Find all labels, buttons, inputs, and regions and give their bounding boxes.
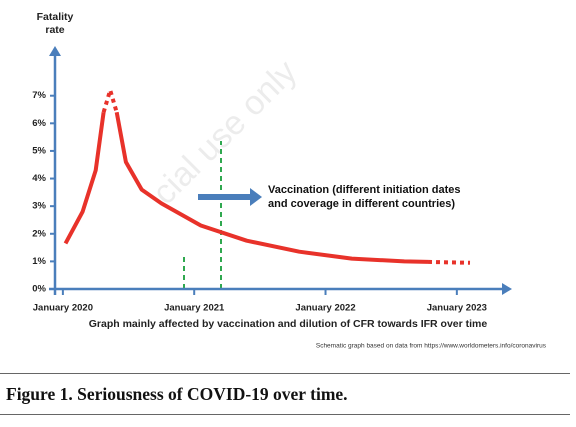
annotation: and coverage in different countries): [268, 198, 455, 210]
y-tick-label: 3%: [32, 201, 46, 212]
rule: [0, 373, 570, 374]
y-axis-label: Fatality: [37, 11, 74, 23]
x-tick-label: January 2023: [427, 303, 487, 314]
annotation-arrow-head: [250, 188, 262, 206]
x-tick-label: January 2020: [33, 303, 93, 314]
y-tick-label: 0%: [32, 284, 46, 295]
annotation-arrow: [198, 194, 250, 200]
source-note: Schematic graph based on data from https…: [316, 343, 547, 350]
y-tick-label: 2%: [32, 228, 46, 239]
y-tick-label: 1%: [32, 256, 46, 267]
annotation: Vaccination (different initiation dates: [268, 184, 461, 196]
fatality-line: [63, 111, 429, 264]
fatality-line: [101, 88, 471, 265]
y-tick-label: 4%: [32, 173, 46, 184]
x-axis-label: Graph mainly affected by vaccination and…: [89, 318, 488, 330]
y-tick-label: 7%: [32, 90, 46, 101]
y-axis-arrow: [49, 46, 61, 56]
x-tick-label: January 2022: [295, 303, 355, 314]
rule: [0, 414, 570, 415]
figure-caption: Figure 1. Seriousness of COVID-19 over t…: [6, 384, 348, 404]
chart: cial use only Vaccination (different ini…: [32, 11, 547, 350]
y-tick-label: 5%: [32, 145, 46, 156]
y-axis-label: rate: [45, 24, 64, 36]
x-tick-label: January 2021: [164, 303, 225, 314]
x-axis-arrow: [502, 283, 512, 295]
y-tick-label: 6%: [32, 118, 46, 129]
